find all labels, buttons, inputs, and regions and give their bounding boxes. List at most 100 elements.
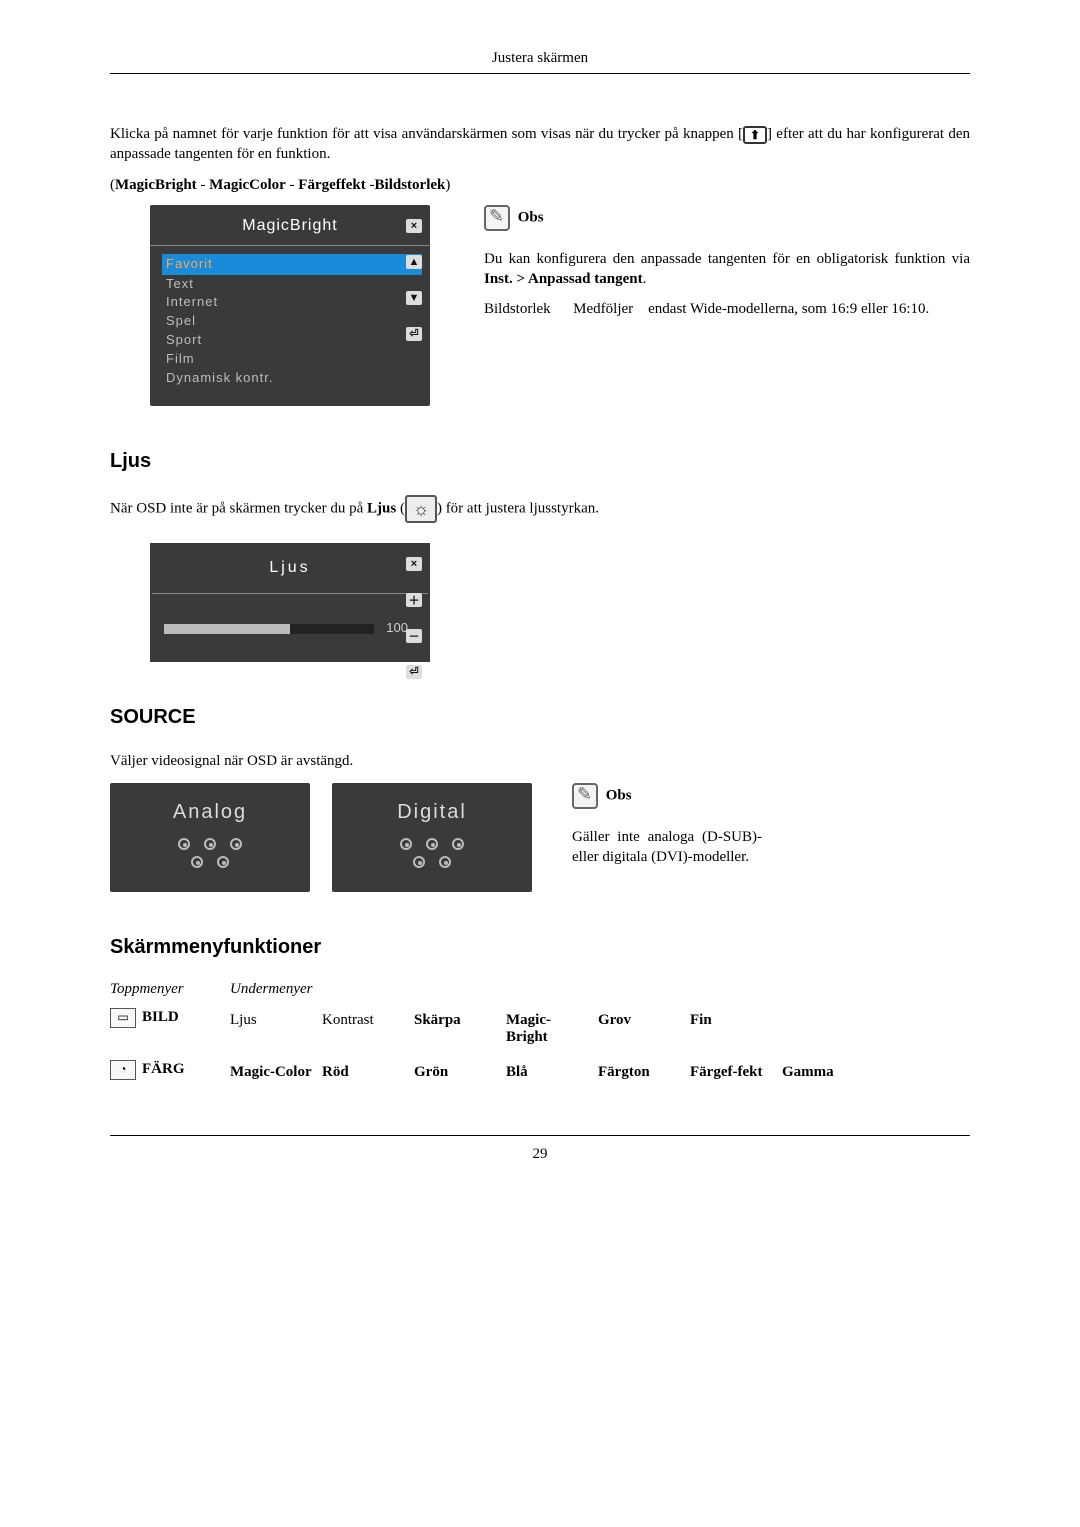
- ljus-sentence-b: för att justera ljusstyrkan.: [442, 500, 599, 516]
- options-line: (MagicBright - MagicColor - Färgeffekt -…: [110, 175, 970, 195]
- sub-fargeffekt: Färgef-fekt: [690, 1060, 782, 1085]
- sub-fargton: Färgton: [598, 1060, 690, 1085]
- osd-list: Favorit Text Internet Spel Sport Film Dy…: [162, 254, 418, 388]
- osd-item-selected[interactable]: Favorit: [162, 254, 422, 275]
- brightness-divider: [152, 593, 428, 594]
- osd-down-icon[interactable]: ▼: [406, 291, 422, 305]
- page-number: 29: [533, 1146, 548, 1162]
- obs-label-1: Obs: [484, 205, 970, 231]
- brightness-value: 100: [386, 620, 408, 635]
- osd-enter-icon[interactable]: ⏎: [406, 665, 422, 679]
- osd-title: MagicBright: [162, 217, 418, 235]
- note-icon: [572, 783, 598, 809]
- heading-menu: Skärmmenyfunktioner: [110, 936, 970, 959]
- table-header-row: Toppmenyer Undermenyer: [110, 981, 970, 998]
- brightness-osd: Ljus 100 × ＋ － ⏎: [150, 543, 430, 662]
- osd-item[interactable]: Text: [166, 276, 194, 291]
- table-row-bild: ▭ BILD Ljus Kontrast Skärpa Magic-Bright…: [110, 1008, 970, 1050]
- page-footer: 29: [110, 1135, 970, 1163]
- osd-enter-icon[interactable]: ⏎: [406, 327, 422, 341]
- sub-grov: Grov: [598, 1008, 690, 1050]
- menu-table: Toppmenyer Undermenyer ▭ BILD Ljus Kontr…: [110, 981, 970, 1085]
- obs1-p1: Du kan konfigurera den anpassade tangent…: [484, 249, 970, 290]
- dot-icon: [439, 856, 451, 868]
- magicbright-osd-wrap: MagicBright Favorit Text Internet Spel S…: [150, 205, 430, 406]
- dot-icon: [400, 838, 412, 850]
- sub-magicbright: Magic-Bright: [506, 1008, 598, 1050]
- intro-paragraph: Klicka på namnet för varje funktion för …: [110, 124, 970, 165]
- source-label-analog: Analog: [120, 801, 300, 824]
- source-box-digital: Digital: [332, 783, 532, 892]
- source-box-analog: Analog: [110, 783, 310, 892]
- col-header-sub-text: Undermenyer: [230, 981, 312, 998]
- top-label-farg: FÄRG: [142, 1061, 185, 1078]
- sub-magiccolor: Magic-Color: [230, 1060, 322, 1085]
- intro-text-1: Klicka på namnet för varje funktion för …: [110, 126, 734, 142]
- heading-ljus: Ljus: [110, 450, 970, 473]
- osd-side-controls: × ▲ ▼ ⏎: [406, 219, 422, 341]
- dot-icon: [217, 856, 229, 868]
- osd-close-icon[interactable]: ×: [406, 557, 422, 571]
- dot-icon: [413, 856, 425, 868]
- osd-item[interactable]: Spel: [166, 313, 196, 328]
- table-row-farg: ◔ FÄRG Magic-Color Röd Grön Blå Färgton …: [110, 1060, 970, 1085]
- obs1-p1a: Du kan konfigurera den anpassade tangent…: [484, 251, 970, 267]
- osd-up-icon[interactable]: ▲: [406, 255, 422, 269]
- source-label-digital: Digital: [342, 801, 522, 824]
- obs2-text: Gäller inte analoga (D-SUB)- eller digit…: [572, 827, 762, 868]
- dot-row: [120, 838, 300, 850]
- dot-icon: [204, 838, 216, 850]
- dot-row: [342, 856, 522, 868]
- source-row: Analog Digital Obs Gäller inte analoga (…: [110, 783, 970, 892]
- dot-row: [342, 838, 522, 850]
- sub-fin: Fin: [690, 1008, 782, 1050]
- osd-item[interactable]: Internet: [166, 294, 218, 309]
- brightness-slider-fill: [164, 624, 290, 634]
- opt-magiccolor: MagicColor: [209, 177, 286, 193]
- ljus-sentence-bold: Ljus: [367, 500, 396, 516]
- sun-icon: ☼: [405, 495, 437, 523]
- osd-plus-icon[interactable]: ＋: [406, 593, 422, 607]
- opt-bildstorlek: Bildstorlek: [375, 177, 446, 193]
- obs-label-text: Obs: [518, 209, 544, 225]
- header-title: Justera skärmen: [492, 50, 588, 66]
- ljus-sentence-a: När OSD inte är på skärmen trycker du på: [110, 500, 367, 516]
- sub-bla: Blå: [506, 1060, 598, 1085]
- obs-block-2: Obs Gäller inte analoga (D-SUB)- eller d…: [554, 783, 970, 878]
- magicbright-row: MagicBright Favorit Text Internet Spel S…: [110, 205, 970, 406]
- obs-block-1: Obs Du kan konfigurera den anpassade tan…: [464, 205, 970, 330]
- ljus-sentence: När OSD inte är på skärmen trycker du på…: [110, 495, 970, 523]
- note-icon: [484, 205, 510, 231]
- osd-item[interactable]: Sport: [166, 332, 202, 347]
- obs1-p1c: .: [643, 271, 647, 287]
- sub-gamma: Gamma: [782, 1060, 874, 1085]
- osd-item[interactable]: Film: [166, 351, 195, 366]
- sub-cells-farg: Magic-Color Röd Grön Blå Färgton Färgef-…: [230, 1060, 970, 1085]
- custom-key-icon: ⬆: [743, 126, 767, 144]
- osd-divider: [150, 245, 430, 246]
- osd-minus-icon[interactable]: －: [406, 629, 422, 643]
- sub-cells-bild: Ljus Kontrast Skärpa Magic-Bright Grov F…: [230, 1008, 970, 1050]
- picture-icon: ▭: [110, 1008, 136, 1028]
- osd-close-icon[interactable]: ×: [406, 219, 422, 233]
- col-header-sub: Undermenyer: [230, 981, 970, 998]
- brightness-slider[interactable]: 100: [164, 624, 374, 634]
- obs1-p2: Bildstorlek Medföljer endast Wide-modell…: [484, 299, 970, 319]
- dot-icon: [452, 838, 464, 850]
- dot-row: [120, 856, 300, 868]
- top-label-bild: BILD: [142, 1009, 179, 1026]
- brightness-side: × ＋ － ⏎: [406, 557, 422, 679]
- opt-magicbright: MagicBright: [115, 177, 197, 193]
- dot-icon: [178, 838, 190, 850]
- brightness-title: Ljus: [164, 559, 416, 577]
- obs-label-2: Obs: [572, 783, 970, 809]
- obs2-label: Obs: [606, 787, 632, 803]
- dot-icon: [426, 838, 438, 850]
- magicbright-osd: MagicBright Favorit Text Internet Spel S…: [150, 205, 430, 406]
- osd-item[interactable]: Dynamisk kontr.: [166, 370, 273, 385]
- dot-icon: [230, 838, 242, 850]
- col-header-top: Toppmenyer: [110, 981, 230, 998]
- sub-kontrast: Kontrast: [322, 1008, 414, 1050]
- paren-close: ): [445, 177, 450, 193]
- dot-icon: [191, 856, 203, 868]
